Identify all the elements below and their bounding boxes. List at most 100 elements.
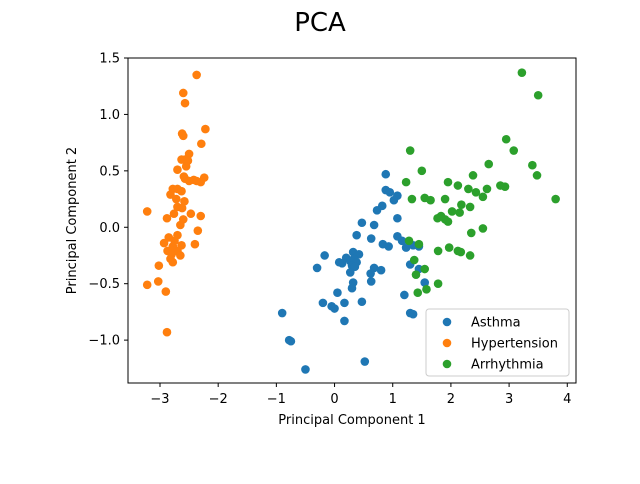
y-tick-label: 0.5 [99,164,120,179]
legend-marker-asthma [442,317,452,327]
point-arrhythmia-46 [413,288,423,298]
point-hypertension-10 [177,155,186,164]
y-axis-label: Principal Component 2 [65,147,80,294]
point-arrhythmia-31 [443,217,453,226]
x-tick-label: 0 [330,392,338,407]
point-asthma-16 [401,243,411,252]
point-arrhythmia-35 [414,239,424,249]
point-asthma-54 [360,357,370,366]
point-asthma-53 [286,336,296,346]
point-arrhythmia-21 [426,195,435,205]
point-arrhythmia-11 [443,177,453,187]
point-arrhythmia-9 [468,171,478,180]
point-hypertension-24 [171,194,181,204]
point-asthma-27 [334,257,344,267]
point-arrhythmia-18 [478,192,488,202]
point-hypertension-27 [177,203,187,213]
point-arrhythmia-41 [409,255,419,265]
point-arrhythmia-1 [533,90,543,100]
legend-label-arrhythmia: Arrhythmia [471,358,544,373]
point-arrhythmia-32 [478,224,488,233]
point-asthma-39 [420,278,430,287]
point-arrhythmia-12 [453,181,463,190]
point-asthma-13 [397,236,407,246]
point-asthma-31 [376,265,386,275]
point-arrhythmia-5 [484,159,494,169]
point-arrhythmia-44 [433,279,443,288]
y-tick-label: −0.5 [88,277,120,292]
axis-ticks: −3 −2 −1 0 1 2 3 4 −1.0 −0.5 0.0 0.5 1.0 1.5 [88,52,571,408]
point-arrhythmia-19 [407,194,417,204]
point-arrhythmia-14 [482,184,492,194]
point-hypertension-30 [169,209,179,219]
x-tick-label: 3 [505,392,513,407]
point-arrhythmia-27 [455,208,464,217]
point-asthma-11 [366,234,376,243]
point-asthma-34 [345,268,355,277]
legend-marker-arrhythmia [442,359,452,369]
point-hypertension-34 [142,207,152,216]
point-hypertension-25 [180,197,189,206]
point-arrhythmia-3 [509,146,519,155]
legend-label-asthma: Asthma [471,316,521,331]
point-asthma-49 [408,309,418,319]
point-hypertension-5 [178,131,188,141]
point-hypertension-52 [161,287,171,296]
point-asthma-0 [381,169,391,179]
point-hypertension-31 [162,213,172,223]
point-arrhythmia-4 [405,146,415,155]
point-arrhythmia-37 [433,246,443,256]
plot-area [142,68,560,374]
point-hypertension-22 [177,186,186,196]
point-asthma-35 [366,269,375,278]
legend-marker-hypertension [442,338,452,348]
point-arrhythmia-39 [456,247,466,257]
point-asthma-9 [357,218,367,228]
point-arrhythmia-8 [532,171,542,180]
point-arrhythmia-26 [447,207,457,216]
point-arrhythmia-2 [501,134,511,144]
point-asthma-15 [384,242,393,251]
point-arrhythmia-0 [517,68,527,77]
x-tick-label: 1 [389,392,397,407]
point-hypertension-50 [153,277,163,286]
point-hypertension-19 [184,176,194,186]
point-asthma-55 [301,365,310,374]
point-asthma-43 [318,298,328,308]
point-arrhythmia-34 [404,236,414,246]
point-hypertension-3 [201,124,210,134]
y-tick-label: −1.0 [88,334,120,349]
point-hypertension-47 [176,251,185,260]
x-tick-label: −2 [209,392,228,407]
point-hypertension-35 [193,226,203,235]
point-hypertension-1 [178,88,188,98]
point-hypertension-11 [181,162,191,171]
x-axis-label: Principal Component 1 [278,413,425,428]
legend: Asthma Hypertension Arrhythmia [425,308,570,377]
x-tick-label: 4 [563,392,571,407]
legend-label-hypertension: Hypertension [471,337,558,352]
point-hypertension-48 [168,257,178,267]
point-arrhythmia-43 [411,270,421,279]
point-hypertension-0 [192,70,201,80]
point-hypertension-18 [192,176,201,186]
point-hypertension-29 [196,211,206,221]
y-tick-label: 1.0 [99,108,120,123]
x-tick-label: −1 [267,392,286,407]
point-arrhythmia-16 [500,182,510,191]
point-hypertension-33 [176,220,185,230]
point-asthma-40 [333,288,342,298]
point-asthma-42 [400,290,409,300]
point-arrhythmia-36 [444,243,454,252]
point-arrhythmia-13 [464,184,473,194]
point-hypertension-39 [159,238,169,248]
point-hypertension-23 [166,190,175,199]
point-hypertension-6 [197,139,206,149]
point-hypertension-49 [154,261,164,270]
point-hypertension-53 [162,327,172,337]
point-arrhythmia-7 [417,166,427,176]
point-arrhythmia-42 [420,264,430,274]
point-hypertension-2 [180,98,190,108]
point-asthma-45 [330,304,339,313]
